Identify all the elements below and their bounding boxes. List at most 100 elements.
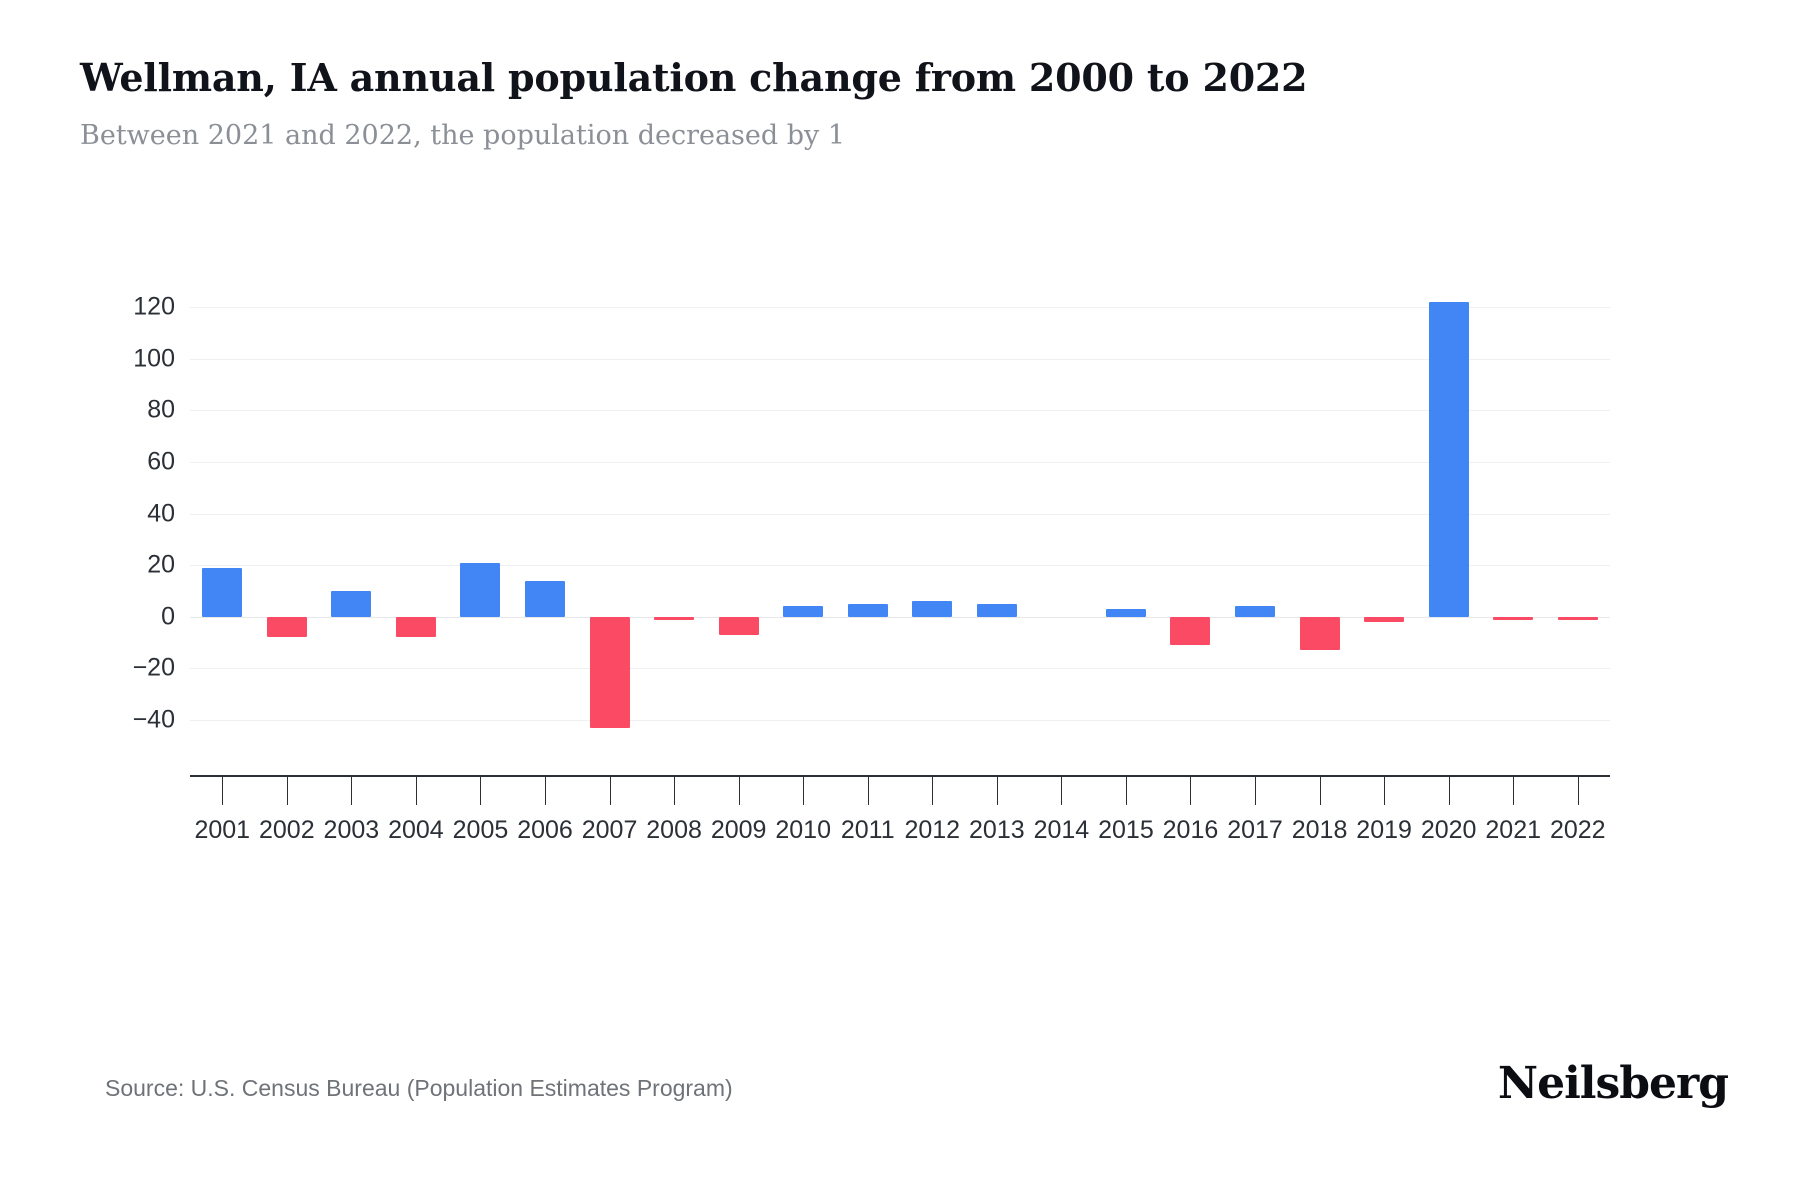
bar-2009[interactable] bbox=[718, 616, 759, 635]
y-axis-tick-label: 120 bbox=[133, 292, 175, 321]
bar-column[interactable] bbox=[1158, 307, 1223, 720]
bar-2022[interactable] bbox=[1557, 616, 1598, 620]
x-axis-label-2019: 2019 bbox=[1356, 816, 1412, 844]
bar-2013[interactable] bbox=[976, 603, 1017, 617]
bar-column[interactable] bbox=[1029, 307, 1094, 720]
bar-column[interactable] bbox=[255, 307, 320, 720]
x-axis-tick bbox=[642, 777, 707, 807]
gridline-80 bbox=[190, 410, 1610, 412]
x-axis-tick bbox=[1416, 777, 1481, 807]
x-axis-line bbox=[190, 775, 1610, 777]
bar-column[interactable] bbox=[1545, 307, 1610, 720]
bar-2017[interactable] bbox=[1235, 606, 1276, 617]
y-axis-tick-label: −20 bbox=[132, 653, 175, 682]
bar-2021[interactable] bbox=[1493, 616, 1534, 620]
x-axis-tick bbox=[319, 777, 384, 807]
bar-column[interactable] bbox=[190, 307, 255, 720]
x-axis-tick bbox=[1352, 777, 1417, 807]
x-axis-tick bbox=[448, 777, 513, 807]
y-axis-tick-label: 100 bbox=[133, 344, 175, 373]
bar-2008[interactable] bbox=[654, 616, 695, 620]
bar-column[interactable] bbox=[319, 307, 384, 720]
x-axis-label-2020: 2020 bbox=[1420, 816, 1477, 844]
x-axis-tick bbox=[1158, 777, 1223, 807]
gridline-100 bbox=[190, 358, 1610, 360]
tick-mark bbox=[1255, 777, 1257, 805]
tick-mark bbox=[932, 777, 934, 805]
bar-2016[interactable] bbox=[1170, 616, 1211, 646]
x-axis-label-2018: 2018 bbox=[1291, 816, 1348, 844]
bar-column[interactable] bbox=[1481, 307, 1546, 720]
bar-2004[interactable] bbox=[395, 616, 436, 638]
tick-mark bbox=[674, 777, 676, 805]
x-axis-label-2003: 2003 bbox=[323, 816, 380, 844]
tick-mark bbox=[803, 777, 805, 805]
tick-mark bbox=[1577, 777, 1579, 805]
x-axis-tick bbox=[255, 777, 320, 807]
x-axis-label-2014: 2014 bbox=[1033, 816, 1090, 844]
tick-mark bbox=[1513, 777, 1515, 805]
bar-2011[interactable] bbox=[847, 603, 888, 617]
x-axis-tick bbox=[1094, 777, 1159, 807]
x-axis-tick bbox=[965, 777, 1030, 807]
bar-2018[interactable] bbox=[1299, 616, 1340, 651]
gridline-40 bbox=[190, 513, 1610, 515]
brand-logo: Neilsberg bbox=[1497, 1058, 1729, 1109]
bar-2003[interactable] bbox=[331, 590, 372, 617]
bar-column[interactable] bbox=[448, 307, 513, 720]
tick-mark bbox=[996, 777, 998, 805]
x-axis-label-2005: 2005 bbox=[452, 816, 509, 844]
tick-mark bbox=[545, 777, 546, 805]
tick-mark bbox=[609, 777, 611, 805]
x-axis-label-2008: 2008 bbox=[646, 816, 702, 844]
x-axis-tick bbox=[1545, 777, 1610, 807]
x-axis-tick bbox=[835, 777, 900, 807]
bar-2002[interactable] bbox=[266, 616, 307, 638]
bar-2012[interactable] bbox=[912, 601, 953, 617]
bar-2001[interactable] bbox=[202, 567, 243, 617]
page-subtitle: Between 2021 and 2022, the population de… bbox=[80, 120, 846, 151]
bar-2015[interactable] bbox=[1105, 609, 1146, 617]
gridline--40 bbox=[190, 720, 1610, 721]
bar-column[interactable] bbox=[771, 307, 836, 720]
page-title: Wellman, IA annual population change fro… bbox=[80, 55, 1308, 100]
bar-chart: 120 100 80 60 40 20 0 −20 −40 2001 2002 2003 2004 20… bbox=[80, 250, 1720, 870]
bar-column[interactable] bbox=[1287, 307, 1352, 720]
x-axis-tick bbox=[771, 777, 836, 807]
gridline-20 bbox=[190, 565, 1610, 567]
x-axis-label-2006: 2006 bbox=[517, 816, 573, 844]
x-axis-label-2011: 2011 bbox=[840, 816, 895, 844]
y-axis-tick-label: 20 bbox=[147, 550, 175, 579]
tick-mark bbox=[480, 777, 482, 805]
bar-column[interactable] bbox=[965, 307, 1030, 720]
bar-column[interactable] bbox=[1416, 301, 1481, 720]
bar-2020[interactable] bbox=[1428, 301, 1469, 617]
bar-column[interactable] bbox=[1352, 307, 1417, 720]
bar-2006[interactable] bbox=[524, 580, 566, 617]
tick-mark bbox=[867, 777, 869, 805]
x-axis-tick bbox=[577, 777, 642, 807]
bar-column[interactable] bbox=[577, 307, 642, 728]
bar-2007[interactable] bbox=[589, 616, 630, 728]
bar-column[interactable] bbox=[642, 307, 707, 720]
bar-2010[interactable] bbox=[783, 606, 824, 617]
tick-mark bbox=[415, 777, 417, 805]
bar-column[interactable] bbox=[835, 307, 900, 720]
x-axis-label-2022: 2022 bbox=[1549, 816, 1606, 844]
x-axis-label-2016: 2016 bbox=[1162, 816, 1219, 844]
bar-2005[interactable] bbox=[460, 562, 501, 617]
bar-column[interactable] bbox=[384, 307, 449, 720]
x-axis-ticks bbox=[190, 777, 1610, 807]
x-axis-label-2017: 2017 bbox=[1227, 816, 1283, 844]
bar-column[interactable] bbox=[706, 307, 771, 720]
x-axis-labels: 2001 2002 2003 2004 2005 2006 2007 2008 2009 2010… bbox=[190, 816, 1610, 845]
tick-mark bbox=[351, 777, 353, 805]
bar-column[interactable] bbox=[513, 307, 578, 720]
bar-column[interactable] bbox=[1094, 307, 1159, 720]
x-axis-tick bbox=[1481, 777, 1546, 807]
bar-column[interactable] bbox=[900, 307, 965, 720]
gridline-120 bbox=[190, 307, 1610, 308]
bar-2019[interactable] bbox=[1364, 616, 1405, 622]
bar-column[interactable] bbox=[1223, 307, 1288, 720]
